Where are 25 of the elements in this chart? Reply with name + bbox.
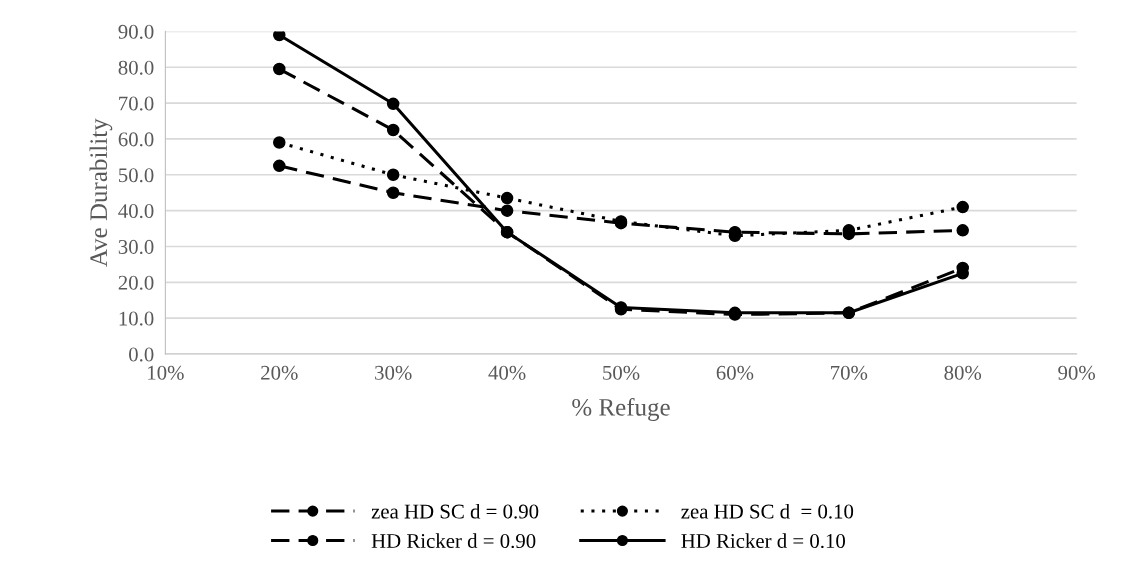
y-axis-title: Ave Durability	[89, 118, 113, 267]
y-tick-label: 40.0	[118, 204, 154, 219]
x-tick-label: 80%	[944, 365, 982, 380]
x-tick-label: 30%	[375, 365, 412, 380]
y-tick-label: 20.0	[118, 275, 154, 290]
y-tick-label: 30.0	[118, 239, 154, 255]
x-tick-label: 20%	[261, 365, 298, 380]
x-tick-label: 50%	[603, 365, 640, 380]
y-tick-label: 70.0	[119, 96, 154, 111]
x-axis-title: % Refuge	[572, 397, 670, 421]
y-tick-label: 90.0	[118, 24, 154, 39]
y-tick-label: 60.0	[118, 132, 154, 147]
x-tick-label: 90%	[1058, 365, 1096, 380]
y-tick-label: 50.0	[119, 168, 154, 183]
legend-label: HD Ricker d = 0.10	[681, 533, 846, 549]
y-tick-label: 80.0	[118, 60, 154, 75]
x-tick-label: 40%	[488, 365, 526, 380]
y-tick-label: 10.0	[119, 311, 154, 326]
x-tick-label: 70%	[831, 365, 868, 380]
legend-label: zea HD SC d = 0.90	[371, 503, 539, 519]
y-tick-label: 0.0	[129, 347, 154, 362]
legend-label: HD Ricker d = 0.90	[371, 533, 536, 549]
x-tick-label: 60%	[716, 365, 754, 380]
x-tick-label: 10%	[148, 365, 184, 380]
legend-label: zea HD SC d = 0.10	[681, 503, 854, 519]
